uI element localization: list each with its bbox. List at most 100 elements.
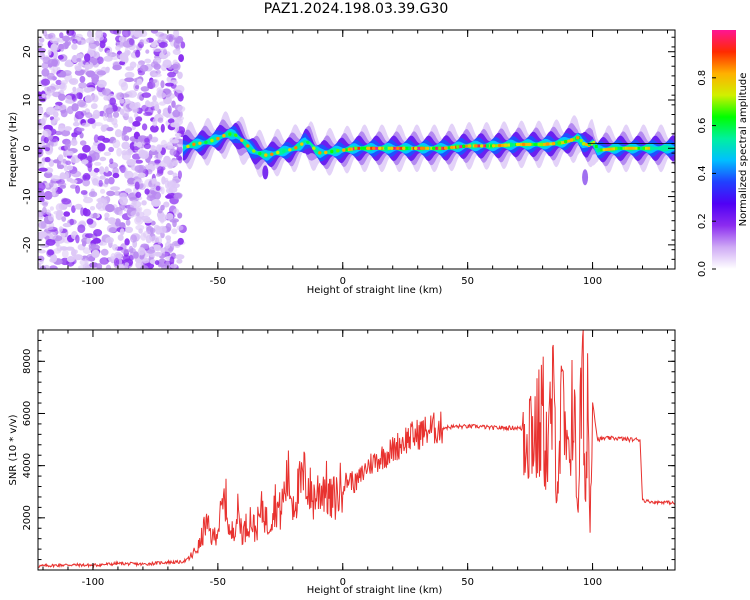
- noise-blob: [45, 209, 51, 215]
- noise-blob: [118, 36, 124, 42]
- noise-blob: [54, 130, 63, 136]
- noise-blob: [154, 104, 160, 112]
- x-tick-label: 100: [583, 577, 602, 588]
- x-axis-label: Height of straight line (km): [307, 585, 443, 596]
- noise-blob: [160, 80, 165, 89]
- noise-blob: [160, 231, 165, 239]
- ridge-core: [447, 146, 451, 150]
- noise-blob: [145, 49, 150, 54]
- noise-blob: [103, 151, 112, 156]
- noise-blob: [81, 122, 91, 128]
- noise-blob: [154, 260, 160, 266]
- noise-blob: [151, 178, 156, 185]
- colorbar-tick-label: 0.6: [697, 118, 708, 134]
- noise-blob: [54, 104, 60, 110]
- noise-blob: [77, 153, 85, 160]
- x-tick-label: -100: [82, 276, 105, 287]
- noise-blob: [96, 56, 104, 65]
- noise-blob: [141, 257, 150, 264]
- noise-blob: [112, 111, 120, 118]
- y-axis-label: Frequency (Hz): [8, 112, 19, 188]
- noise-blob: [146, 249, 156, 254]
- noise-blob: [64, 61, 74, 68]
- ridge-core: [580, 139, 583, 143]
- y-tick-label: -20: [22, 237, 33, 253]
- ridge-node: [198, 141, 202, 145]
- x-tick-label: -100: [82, 577, 105, 588]
- noise-blob: [114, 190, 119, 196]
- ridge-core: [612, 147, 616, 151]
- noise-blob: [87, 87, 96, 92]
- ridge-core: [442, 146, 446, 150]
- ridge-node: [240, 138, 244, 142]
- ridge-node: [480, 144, 484, 148]
- ridge-core: [640, 146, 643, 150]
- noise-blob: [129, 61, 137, 69]
- noise-blob: [149, 227, 156, 234]
- noise-blob: [74, 65, 82, 72]
- ridge-node: [342, 148, 346, 152]
- ridge-core: [345, 148, 348, 152]
- ridge-core: [622, 146, 626, 150]
- ridge-core: [590, 142, 593, 146]
- ridge-node: [557, 141, 562, 145]
- ridge-core: [400, 146, 403, 150]
- noise-blob: [46, 72, 55, 80]
- noise-blob: [91, 249, 100, 258]
- noise-blob: [153, 244, 162, 252]
- noise-blob: [125, 219, 131, 226]
- noise-blob: [148, 134, 153, 140]
- noise-blob: [126, 159, 137, 166]
- noise-blob: [71, 43, 78, 50]
- noise-blob: [108, 177, 115, 185]
- noise-blob: [113, 251, 123, 260]
- noise-blob: [133, 82, 140, 92]
- noise-blob: [114, 129, 123, 138]
- noise-blob: [176, 258, 183, 264]
- noise-blob: [85, 37, 95, 44]
- noise-blob: [102, 137, 111, 143]
- ridge-node: [204, 140, 208, 144]
- noise-blob: [171, 63, 179, 69]
- ridge-node: [527, 142, 532, 147]
- ridge-core: [375, 146, 378, 150]
- noise-blob: [81, 159, 89, 165]
- ridge-node: [252, 149, 256, 153]
- noise-blob: [57, 182, 67, 188]
- noise-blob: [80, 207, 85, 217]
- noise-blob: [105, 237, 114, 244]
- noise-blob: [61, 216, 67, 222]
- noise-blob: [84, 53, 91, 62]
- noise-blob: [77, 265, 88, 269]
- noise-blob: [82, 179, 91, 187]
- noise-blob: [38, 221, 47, 229]
- noise-blob: [158, 101, 166, 106]
- noise-blob: [74, 203, 83, 210]
- noise-blob: [107, 217, 116, 225]
- noise-blob: [42, 115, 47, 123]
- noise-blob: [79, 75, 86, 83]
- noise-blob: [99, 156, 107, 162]
- noise-blob: [141, 200, 147, 206]
- noise-blob: [84, 94, 93, 104]
- noise-blob: [78, 82, 87, 89]
- colorbar-tick-label: 0.4: [697, 165, 708, 181]
- noise-blob: [64, 142, 71, 151]
- ridge-core: [525, 142, 528, 146]
- noise-blob: [38, 182, 46, 191]
- ridge-node: [468, 144, 472, 148]
- noise-blob: [128, 245, 134, 254]
- ridge-dip: [582, 169, 589, 186]
- noise-blob: [158, 225, 167, 234]
- noise-blob: [143, 143, 151, 150]
- noise-blob: [86, 218, 94, 225]
- noise-blob: [91, 144, 98, 153]
- spectrogram-marks: [38, 30, 675, 269]
- noise-blob: [150, 30, 159, 34]
- noise-blob: [169, 256, 175, 266]
- noise-blob: [133, 30, 144, 38]
- ridge-core: [592, 141, 596, 144]
- noise-blob: [44, 156, 51, 163]
- noise-blob: [129, 196, 140, 202]
- ridge-node: [491, 144, 496, 148]
